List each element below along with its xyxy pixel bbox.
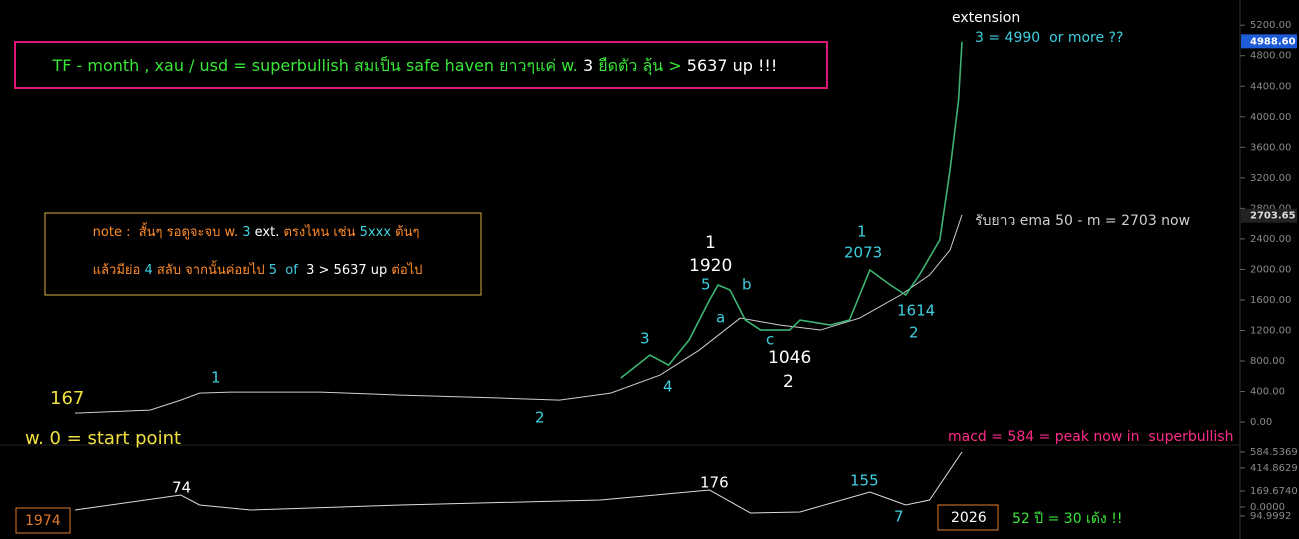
- annotation: 3 = 4990 or more ??: [975, 30, 1123, 46]
- y-tick-label: 94.9992: [1250, 511, 1291, 522]
- note-box: [44, 212, 482, 296]
- note: note : สั้นๆ รอดูจะจบ w. 3 ext. ตรงไหน เ…: [72, 222, 432, 240]
- note-part: แล้วมีย่อ: [93, 262, 145, 278]
- annotation: 3: [640, 330, 650, 348]
- y-tick-label: 4400.00: [1250, 81, 1291, 92]
- note-part: ต้นๆ: [391, 225, 419, 240]
- y-tick-label: 800.00: [1250, 356, 1285, 367]
- chart-title: TF - month , xau / usd = superbullish สม…: [27, 55, 793, 76]
- note-part: 4: [144, 263, 152, 278]
- annotation: 2026: [951, 510, 987, 526]
- y-tick-label: 0.00: [1250, 417, 1272, 428]
- y-tick-label: 1600.00: [1250, 295, 1291, 306]
- note-part: ต่อไป: [387, 262, 422, 278]
- annotation: w. 0 = start point: [25, 428, 181, 449]
- price-tag: [1241, 208, 1297, 223]
- title-part: 5637 up !!!: [687, 56, 777, 75]
- y-tick-label: 1200.00: [1250, 326, 1291, 337]
- label-box: [15, 507, 71, 534]
- note-part: 3: [306, 263, 314, 278]
- annotation: 167: [50, 388, 84, 409]
- annotation: 2: [535, 409, 545, 427]
- y-tick-label: 4000.00: [1250, 112, 1291, 123]
- y-tick-label: 400.00: [1250, 387, 1285, 398]
- annotations: extension 3 = 4990 or more ?? รับยาว ema…: [25, 10, 1233, 529]
- note-part: 5xxx: [360, 225, 392, 240]
- annotation: 1: [857, 223, 867, 241]
- label-box: [937, 504, 999, 531]
- annotation: 1974: [25, 513, 61, 529]
- note-part: note : สั้นๆ รอดูจะจบ w.: [93, 222, 243, 240]
- annotation: macd = 584 = peak now in superbullish: [948, 429, 1233, 445]
- annotation: 1046: [768, 348, 811, 368]
- note-part: of: [277, 263, 306, 278]
- y-tick-label: 414.8629: [1250, 463, 1298, 474]
- annotation: 1614: [897, 302, 935, 320]
- y-tick-label: 584.5369: [1250, 447, 1298, 458]
- y-tick-label: 0.0000: [1250, 502, 1285, 513]
- annotation: extension: [952, 10, 1020, 26]
- annotation: 52 ปี = 30 เด้ง !!: [1012, 511, 1122, 527]
- y-tick-label: 3200.00: [1250, 173, 1291, 184]
- note: แล้วมีย่อ 4 สลับ จากนั้นค่อยไป 5 of 3 > …: [72, 260, 435, 278]
- annotation: 155: [850, 472, 879, 490]
- annotation: 1: [705, 233, 716, 253]
- y-tick-label: 5200.00: [1250, 20, 1291, 31]
- note-part: สลับ จากนั้นค่อยไป: [153, 260, 269, 278]
- y-tick-label: 3600.00: [1250, 142, 1291, 153]
- annotation: 74: [172, 479, 191, 497]
- note-part: 3: [242, 225, 250, 240]
- title-part: ยืดตัว ลุ้น >: [593, 56, 687, 76]
- line-series: [74, 451, 963, 514]
- price-tag: [1241, 34, 1297, 49]
- y-tick-label: 2400.00: [1250, 234, 1291, 245]
- annotation: b: [742, 276, 752, 294]
- annotation: 2: [909, 324, 919, 342]
- line-series: [74, 214, 963, 414]
- price-label: 4988.60: [1250, 36, 1296, 47]
- annotation: c: [766, 331, 774, 349]
- price-label: 2703.65: [1250, 211, 1296, 222]
- note-part: ตรงไหน เช่น: [279, 224, 359, 240]
- note-part: 5: [269, 263, 277, 278]
- y-tick-label: 169.6740: [1250, 486, 1298, 497]
- annotation: 2: [783, 372, 794, 392]
- annotation: 176: [700, 474, 729, 492]
- y-tick-label: 4800.00: [1250, 51, 1291, 62]
- annotation: a: [716, 309, 725, 327]
- annotation: 4: [663, 378, 673, 396]
- annotation: 1: [211, 369, 221, 387]
- title-part: TF - month , xau / usd = superbullish สม…: [51, 55, 583, 75]
- y-tick-label: 2000.00: [1250, 264, 1291, 275]
- title-part: 3: [583, 56, 593, 75]
- note-part: ext.: [251, 225, 280, 240]
- annotation: 7: [894, 508, 904, 526]
- annotation: 5: [701, 276, 711, 294]
- title-box: [14, 41, 828, 89]
- line-series: [620, 41, 963, 379]
- annotation: 1920: [689, 256, 732, 276]
- note-part: > 5637 up: [314, 263, 387, 278]
- annotation: 2073: [844, 244, 882, 262]
- annotation: รับยาว ema 50 - m = 2703 now: [975, 213, 1190, 229]
